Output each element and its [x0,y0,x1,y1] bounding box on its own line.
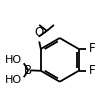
Text: HO: HO [5,55,22,65]
Text: HO: HO [5,75,22,85]
Text: O: O [34,26,43,39]
Text: F: F [89,42,96,56]
Text: F: F [89,64,96,77]
Text: B: B [24,64,32,77]
